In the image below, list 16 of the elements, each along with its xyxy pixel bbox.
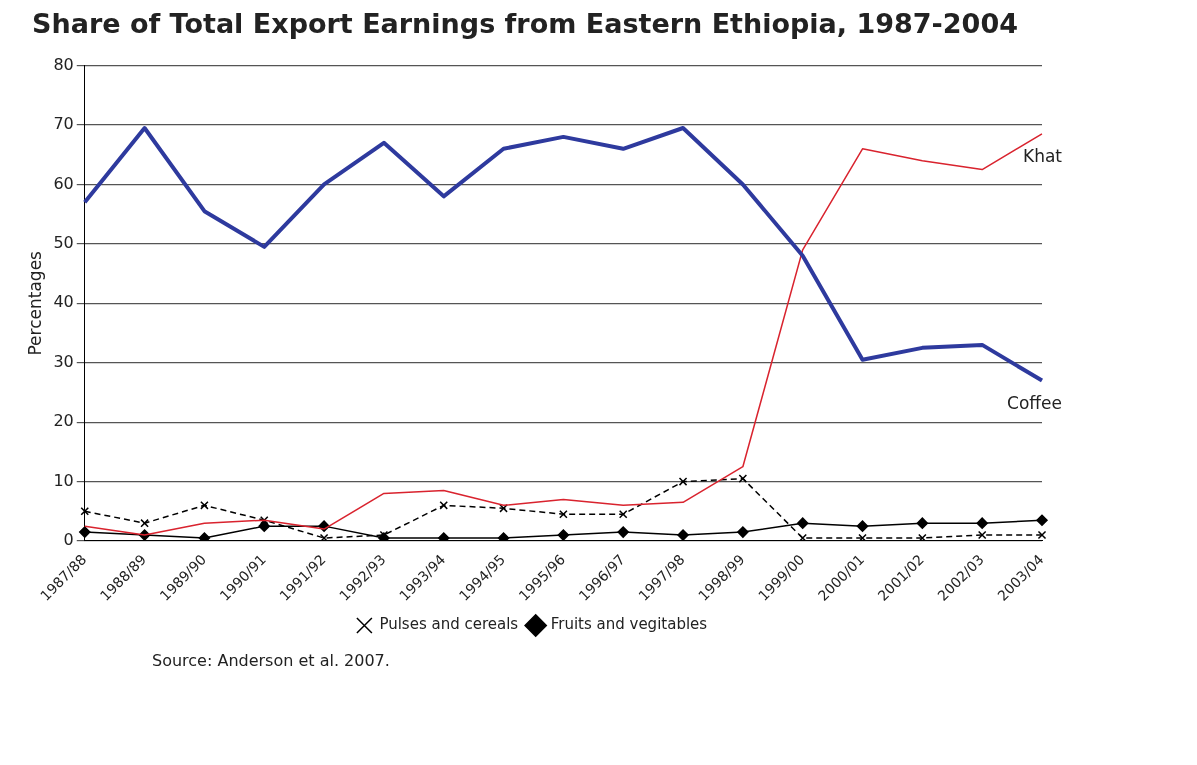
y-tick-label: 60 (53, 173, 74, 193)
y-tick-label: 30 (53, 351, 74, 371)
legend-label: Pulses and cereals (379, 615, 519, 634)
source-note: Source: Anderson et al. 2007. (152, 651, 391, 670)
y-tick-label: 0 (63, 530, 74, 550)
legend-label: Fruits and vegitables (550, 615, 708, 634)
y-tick-label: 70 (53, 114, 74, 134)
y-tick-label: 20 (53, 411, 74, 431)
chart-title: Share of Total Export Earnings from Eastern Ethiopia, 1987-2004 (32, 8, 1019, 39)
series-label: Khat (1022, 146, 1063, 167)
y-tick-label: 50 (53, 233, 74, 253)
y-tick-label: 80 (53, 54, 74, 74)
y-tick-label: 40 (53, 292, 74, 312)
series-label: Coffee (1007, 392, 1062, 413)
y-axis-title: Percentages (24, 250, 45, 356)
y-tick-label: 10 (53, 470, 74, 490)
